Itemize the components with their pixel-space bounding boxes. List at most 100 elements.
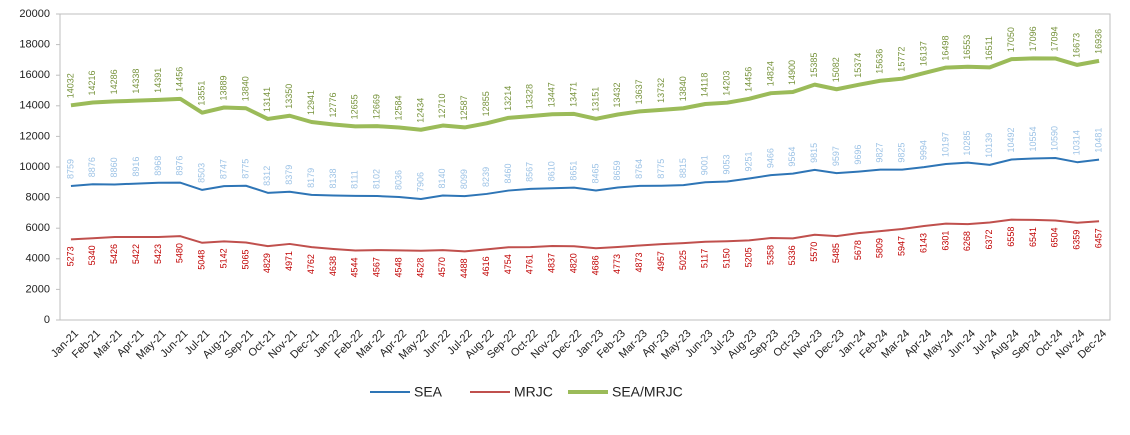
data-label: 5423 xyxy=(153,244,163,264)
data-label: 4820 xyxy=(568,253,578,273)
data-label: 16137 xyxy=(918,41,928,66)
y-tick-label: 8000 xyxy=(26,192,50,204)
data-label: 9001 xyxy=(700,155,710,175)
data-label: 13447 xyxy=(547,82,557,107)
data-label: 8976 xyxy=(175,156,185,176)
data-label: 4686 xyxy=(590,255,600,275)
data-label: 17050 xyxy=(1006,27,1016,52)
data-label: 17094 xyxy=(1050,26,1060,51)
data-label: 5422 xyxy=(131,244,141,264)
data-label: 12710 xyxy=(437,94,447,119)
data-label: 9053 xyxy=(722,154,732,174)
data-label: 5205 xyxy=(743,247,753,267)
data-label: 4837 xyxy=(547,253,557,273)
data-label: 5117 xyxy=(700,249,710,268)
data-label: 8775 xyxy=(656,159,666,179)
data-label: 8876 xyxy=(87,157,97,177)
y-tick-label: 2000 xyxy=(26,283,50,295)
data-label: 12587 xyxy=(459,95,469,120)
data-label: 8651 xyxy=(568,161,578,181)
data-label: 9597 xyxy=(831,146,841,166)
data-label: 6504 xyxy=(1050,227,1060,247)
data-label: 8239 xyxy=(481,167,491,187)
legend-label: SEA/MRJC xyxy=(612,384,683,400)
data-label: 5809 xyxy=(875,238,885,258)
data-label: 8860 xyxy=(109,157,119,177)
data-label: 13328 xyxy=(525,84,535,109)
data-label: 15772 xyxy=(897,47,907,72)
data-label: 4638 xyxy=(328,256,338,276)
data-label: 8775 xyxy=(240,159,250,179)
data-label: 8179 xyxy=(306,168,316,188)
data-label: 12669 xyxy=(372,94,382,119)
data-label: 8379 xyxy=(284,165,294,185)
data-label: 4762 xyxy=(306,254,316,274)
data-label: 13432 xyxy=(612,82,622,107)
data-label: 8764 xyxy=(634,159,644,179)
legend-label: MRJC xyxy=(514,384,553,400)
data-label: 5485 xyxy=(831,243,841,263)
data-label: 9466 xyxy=(765,148,775,168)
data-label: 6372 xyxy=(984,230,994,250)
data-label: 8503 xyxy=(197,163,207,183)
data-label: 14118 xyxy=(700,73,710,97)
data-label: 5150 xyxy=(722,248,732,268)
data-label: 4544 xyxy=(350,257,360,277)
data-label: 12776 xyxy=(328,92,338,117)
data-label: 14338 xyxy=(131,69,141,94)
data-label: 10481 xyxy=(1093,128,1103,153)
data-label: 9815 xyxy=(809,143,819,163)
data-label: 16936 xyxy=(1093,29,1103,54)
y-tick-label: 16000 xyxy=(19,69,50,81)
data-label: 8465 xyxy=(590,163,600,183)
data-label: 5142 xyxy=(218,248,228,268)
series-line xyxy=(70,156,1100,201)
data-label: 5340 xyxy=(87,245,97,265)
data-label: 4754 xyxy=(503,254,513,274)
data-label: 4488 xyxy=(459,258,469,278)
data-label: 5480 xyxy=(175,243,185,263)
y-tick-label: 0 xyxy=(44,314,50,326)
data-label: 10590 xyxy=(1050,126,1060,151)
data-label: 14824 xyxy=(765,61,775,86)
y-tick-label: 14000 xyxy=(19,100,50,112)
y-tick-label: 12000 xyxy=(19,130,50,142)
data-label: 9564 xyxy=(787,147,797,167)
y-tick-label: 18000 xyxy=(19,39,50,51)
data-label: 10554 xyxy=(1028,126,1038,151)
data-label: 5025 xyxy=(678,250,688,270)
data-label: 8102 xyxy=(372,169,382,189)
data-label: 6541 xyxy=(1028,227,1038,247)
data-label: 4548 xyxy=(393,257,403,277)
data-label: 13551 xyxy=(197,81,207,106)
data-label: 8968 xyxy=(153,156,163,176)
data-label: 14216 xyxy=(87,70,97,95)
data-label: 8312 xyxy=(262,166,272,186)
data-label: 4761 xyxy=(525,254,535,274)
y-tick-label: 10000 xyxy=(19,161,50,173)
data-label: 15082 xyxy=(831,57,841,82)
data-label: 4971 xyxy=(284,251,294,271)
data-label: 8111 xyxy=(350,170,360,189)
data-label: 4570 xyxy=(437,257,447,277)
data-label: 4773 xyxy=(612,254,622,274)
data-label: 14900 xyxy=(787,60,797,85)
data-label: 8567 xyxy=(525,162,535,182)
data-label: 16498 xyxy=(940,36,950,61)
data-label: 8138 xyxy=(328,168,338,188)
data-label: 14456 xyxy=(743,67,753,92)
data-label: 4873 xyxy=(634,252,644,272)
data-label: 10197 xyxy=(940,132,950,157)
data-label: 5065 xyxy=(240,250,250,270)
data-label: 9696 xyxy=(853,145,863,165)
data-label: 16673 xyxy=(1072,33,1082,58)
data-label: 15636 xyxy=(875,49,885,74)
data-label: 7906 xyxy=(415,172,425,192)
series-line xyxy=(70,56,1100,132)
data-label: 9825 xyxy=(897,143,907,163)
data-label: 10285 xyxy=(962,131,972,156)
data-label: 12434 xyxy=(415,98,425,123)
data-label: 5947 xyxy=(897,236,907,256)
data-label: 4829 xyxy=(262,253,272,273)
data-label: 8659 xyxy=(612,160,622,180)
